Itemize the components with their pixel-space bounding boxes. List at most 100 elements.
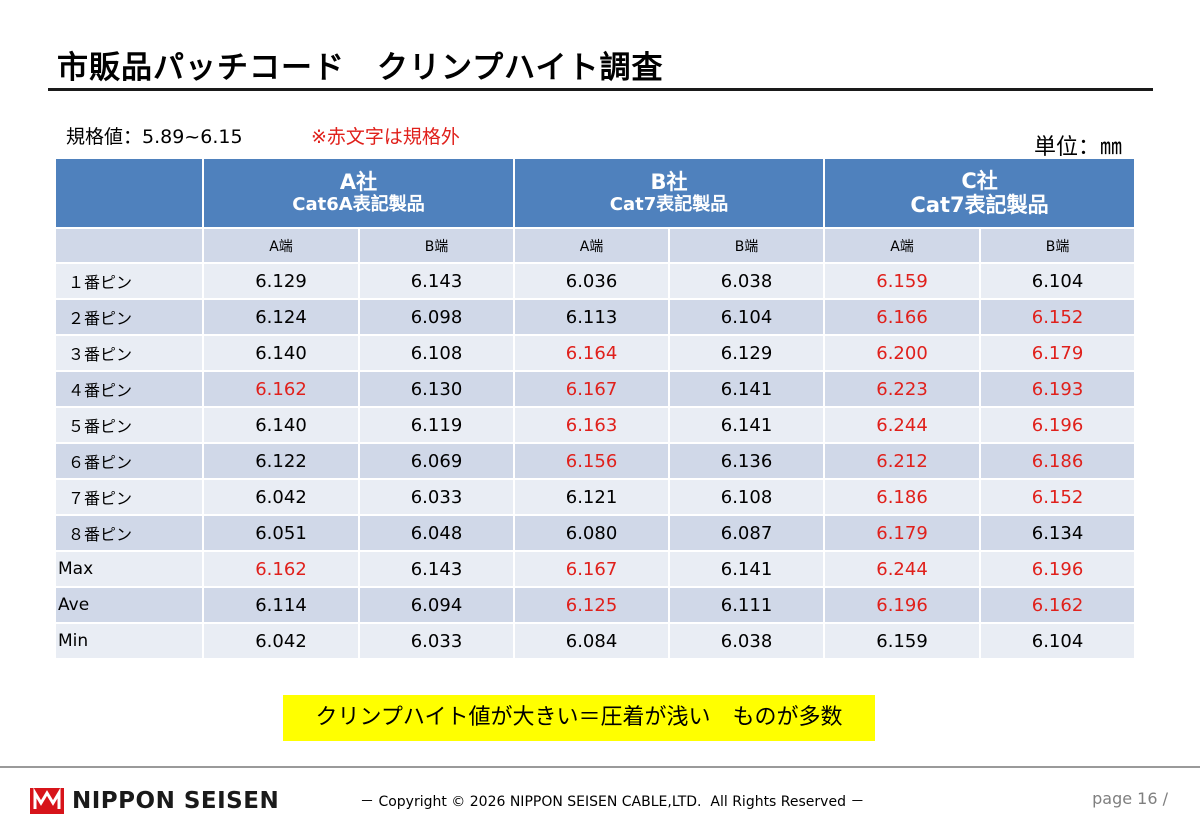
row-label: ４番ピン — [54, 370, 204, 408]
row-label: １番ピン — [54, 262, 204, 300]
company-name: A社 — [339, 170, 378, 194]
value-cell: 6.223 — [823, 370, 982, 408]
value-cell: 6.108 — [668, 478, 826, 516]
value-cell: 6.163 — [513, 406, 671, 444]
value-cell: 6.143 — [357, 550, 516, 588]
table-row: １番ピン 6.129 6.143 6.036 6.038 6.159 6.104 — [54, 262, 1137, 300]
logo-text: NIPPON SEISEN — [72, 788, 280, 814]
end-header-row: A端 B端 A端 B端 A端 B端 — [54, 227, 1137, 264]
value-cell: 6.113 — [513, 298, 671, 336]
value-cell: 6.186 — [979, 442, 1137, 480]
end-header-corner — [54, 227, 204, 264]
value-cell: 6.125 — [513, 586, 671, 624]
product-label: Cat7表記製品 — [910, 193, 1049, 217]
value-cell: 6.094 — [357, 586, 516, 624]
value-cell: 6.167 — [513, 370, 671, 408]
value-cell: 6.164 — [513, 334, 671, 372]
value-cell: 6.042 — [202, 622, 360, 660]
value-cell: 6.244 — [823, 406, 982, 444]
value-cell: 6.080 — [513, 514, 671, 552]
value-cell: 6.108 — [357, 334, 516, 372]
product-label: Cat6A表記製品 — [292, 194, 425, 215]
value-cell: 6.244 — [823, 550, 982, 588]
table-body: １番ピン 6.129 6.143 6.036 6.038 6.159 6.104 ２番ピン 6.… — [54, 262, 1137, 660]
product-label: Cat7表記製品 — [609, 194, 729, 215]
row-label: ２番ピン — [54, 298, 204, 336]
unit-label: 単位：㎜ — [1033, 135, 1122, 160]
value-cell: 6.166 — [823, 298, 982, 336]
value-cell: 6.162 — [979, 586, 1137, 624]
value-cell: 6.087 — [668, 514, 826, 552]
value-cell: 6.038 — [668, 622, 826, 660]
conclusion-callout: クリンプハイト値が大きい＝圧着が浅い ものが多数 — [283, 695, 875, 741]
row-label: Ave — [54, 586, 204, 624]
value-cell: 6.141 — [668, 370, 826, 408]
value-cell: 6.162 — [202, 550, 360, 588]
row-label: Min — [54, 622, 204, 660]
table-row: ５番ピン 6.140 6.119 6.163 6.141 6.244 6.196 — [54, 406, 1137, 444]
value-cell: 6.159 — [823, 622, 982, 660]
value-cell: 6.186 — [823, 478, 982, 516]
company-name: C社 — [961, 169, 998, 193]
value-cell: 6.159 — [823, 262, 982, 300]
row-label: ７番ピン — [54, 478, 204, 516]
value-cell: 6.104 — [668, 298, 826, 336]
value-cell: 6.122 — [202, 442, 360, 480]
value-cell: 6.130 — [357, 370, 516, 408]
value-cell: 6.196 — [979, 550, 1137, 588]
end-header: A端 — [202, 227, 360, 264]
end-header: B端 — [357, 227, 516, 264]
value-cell: 6.098 — [357, 298, 516, 336]
value-cell: 6.140 — [202, 334, 360, 372]
company-header-b: B社 Cat7表記製品 — [513, 157, 826, 229]
crimp-height-table: A社 Cat6A表記製品 B社 Cat7表記製品 C社 Cat7表記製品 A端 … — [54, 157, 1137, 660]
value-cell: 6.140 — [202, 406, 360, 444]
end-header: B端 — [979, 227, 1137, 264]
table-row: ３番ピン 6.140 6.108 6.164 6.129 6.200 6.179 — [54, 334, 1137, 372]
value-cell: 6.136 — [668, 442, 826, 480]
value-cell: 6.200 — [823, 334, 982, 372]
value-cell: 6.051 — [202, 514, 360, 552]
value-cell: 6.033 — [357, 622, 516, 660]
value-cell: 6.212 — [823, 442, 982, 480]
value-cell: 6.196 — [979, 406, 1137, 444]
out-of-spec-note: ※赤文字は規格外 — [311, 126, 460, 148]
value-cell: 6.036 — [513, 262, 671, 300]
title-underline — [48, 88, 1153, 91]
table-row: Min 6.042 6.033 6.084 6.038 6.159 6.104 — [54, 622, 1137, 660]
footer-divider — [0, 766, 1200, 768]
value-cell: 6.196 — [823, 586, 982, 624]
value-cell: 6.134 — [979, 514, 1137, 552]
value-cell: 6.104 — [979, 262, 1137, 300]
company-header-c: C社 Cat7表記製品 — [823, 157, 1137, 229]
value-cell: 6.121 — [513, 478, 671, 516]
end-header: B端 — [668, 227, 826, 264]
table-row: ６番ピン 6.122 6.069 6.156 6.136 6.212 6.186 — [54, 442, 1137, 480]
table-row: Max 6.162 6.143 6.167 6.141 6.244 6.196 — [54, 550, 1137, 588]
value-cell: 6.143 — [357, 262, 516, 300]
value-cell: 6.167 — [513, 550, 671, 588]
copyright-text: － Copyright © 2026 NIPPON SEISEN CABLE,L… — [360, 794, 865, 810]
row-label: ５番ピン — [54, 406, 204, 444]
row-label: ３番ピン — [54, 334, 204, 372]
table-row: ８番ピン 6.051 6.048 6.080 6.087 6.179 6.134 — [54, 514, 1137, 552]
value-cell: 6.141 — [668, 550, 826, 588]
value-cell: 6.119 — [357, 406, 516, 444]
row-label: Max — [54, 550, 204, 588]
page-number: page 16 / — [1092, 789, 1168, 808]
value-cell: 6.179 — [979, 334, 1137, 372]
table-row: ２番ピン 6.124 6.098 6.113 6.104 6.166 6.152 — [54, 298, 1137, 336]
value-cell: 6.179 — [823, 514, 982, 552]
value-cell: 6.141 — [668, 406, 826, 444]
row-label: ８番ピン — [54, 514, 204, 552]
value-cell: 6.114 — [202, 586, 360, 624]
company-name: B社 — [650, 170, 688, 194]
value-cell: 6.152 — [979, 298, 1137, 336]
value-cell: 6.033 — [357, 478, 516, 516]
value-cell: 6.129 — [202, 262, 360, 300]
nippon-seisen-logo-icon — [30, 788, 64, 814]
value-cell: 6.129 — [668, 334, 826, 372]
value-cell: 6.156 — [513, 442, 671, 480]
page-title: 市販品パッチコード クリンプハイト調査 — [57, 50, 664, 86]
row-label: ６番ピン — [54, 442, 204, 480]
